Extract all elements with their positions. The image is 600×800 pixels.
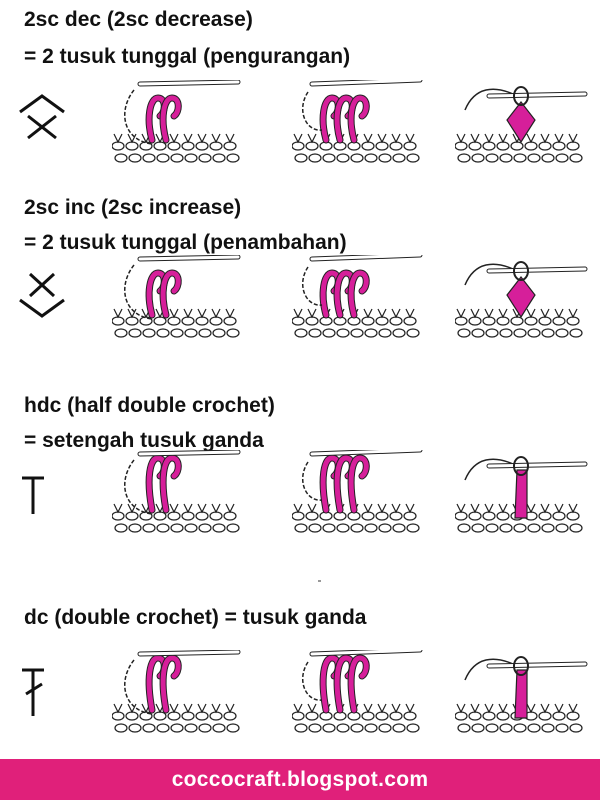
section-3-title-line2: = setengah tusuk ganda bbox=[24, 429, 264, 452]
section-2-title-line1: 2sc inc (2sc increase) bbox=[24, 196, 242, 219]
step-illustration-2-2 bbox=[292, 255, 423, 338]
section-4-title: dc (double crochet) = tusuk ganda bbox=[24, 606, 367, 629]
stray-dot bbox=[318, 580, 321, 582]
footer-site-link[interactable]: coccocraft.blogspot.com bbox=[171, 767, 429, 791]
step-illustration-4-3 bbox=[455, 656, 588, 733]
2sc-decrease-symbol-icon bbox=[19, 94, 65, 140]
section-1-title-line2: = 2 tusuk tunggal (pengurangan) bbox=[24, 45, 351, 68]
dc-symbol-icon bbox=[22, 668, 44, 716]
step-illustration-4-2 bbox=[292, 650, 423, 733]
step-illustration-1-2 bbox=[292, 80, 423, 163]
step-illustration-2-1 bbox=[112, 255, 241, 338]
section-2-title-line2: = 2 tusuk tunggal (penambahan) bbox=[24, 231, 347, 254]
step-illustration-3-2 bbox=[292, 450, 423, 533]
section-3-title-line1: hdc (half double crochet) bbox=[24, 394, 275, 417]
step-illustration-2-3 bbox=[455, 261, 588, 338]
2sc-increase-symbol-icon bbox=[19, 272, 65, 318]
step-illustration-1-1 bbox=[112, 80, 241, 163]
step-illustration-3-3 bbox=[455, 456, 588, 533]
step-illustration-3-1 bbox=[112, 450, 241, 533]
step-illustration-4-1 bbox=[112, 650, 241, 733]
step-illustration-1-3 bbox=[455, 86, 588, 163]
footer-bar: coccocraft.blogspot.com bbox=[0, 759, 600, 800]
section-1-title-line1: 2sc dec (2sc decrease) bbox=[24, 8, 253, 31]
hdc-symbol-icon bbox=[22, 476, 44, 514]
